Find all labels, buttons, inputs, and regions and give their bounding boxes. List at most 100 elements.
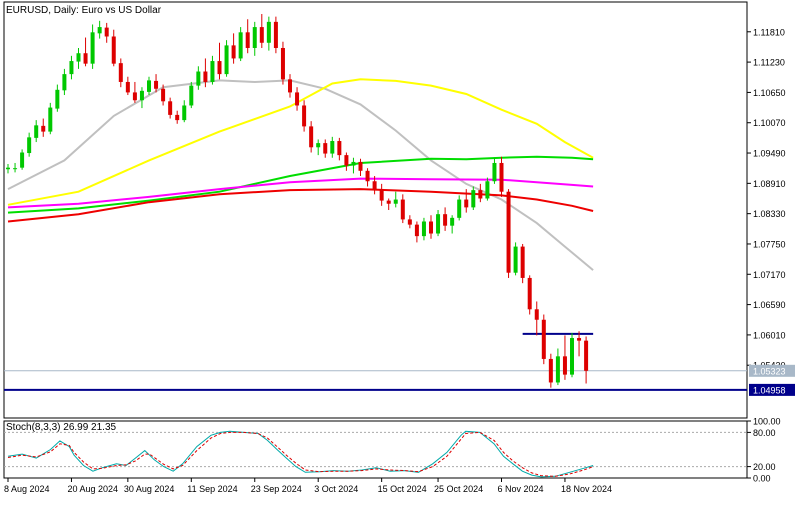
candle [386,198,391,210]
candle-body [132,92,137,101]
candle-body [20,152,25,168]
candle [280,41,285,85]
candle-body [372,181,377,190]
moving-average-line-5 [7,188,594,223]
candle-body [365,170,370,182]
candle-body [393,199,398,204]
candle [492,157,497,184]
candle-body [386,200,391,204]
candle-body [443,214,448,226]
candle-body [379,189,384,201]
candle [520,243,525,284]
candle [259,14,264,48]
candle-body [471,190,476,208]
candle-body [337,141,342,156]
candle-body [457,199,462,218]
candle-body [295,92,300,106]
stochastic-line-2 [7,431,594,477]
candle [238,27,243,62]
candle-body [436,214,441,234]
candle [189,81,194,109]
candle [266,16,271,51]
candle [344,152,349,171]
stochastic-tick-label: 0.00 [753,474,771,484]
candle [175,110,180,124]
candle-body [400,199,405,220]
candle [20,149,25,170]
candle [407,215,412,229]
candle [584,336,589,384]
candle [76,47,81,69]
date-tick-label: 20 Aug 2024 [67,484,118,494]
price-tick-label: 1.10070 [753,118,786,128]
candle [464,189,469,213]
candle [309,121,314,153]
candle [90,24,95,69]
candle-body [273,21,278,48]
candle [478,183,483,203]
candle-body [407,219,412,225]
candle [577,331,582,357]
candle-body [27,137,32,154]
price-tick-label: 1.07750 [753,239,786,249]
date-tick-label: 8 Aug 2024 [4,484,50,494]
candle-body [125,81,130,93]
candle-body [478,190,483,199]
date-tick-label: 6 Nov 2024 [498,484,544,494]
candle-body [245,32,250,48]
candle-body [421,221,426,237]
candle [330,136,335,158]
candle [471,186,476,210]
candle-body [147,80,151,92]
candle-body [266,21,271,43]
candle-body [280,47,285,80]
candle [245,19,250,54]
candle [13,162,18,173]
price-tick-label: 1.09490 [753,149,786,159]
candle [302,100,307,132]
price-label-box [749,364,795,377]
price-tick-label: 1.08910 [753,179,786,189]
candle [6,164,10,174]
candle [337,137,342,161]
candle [111,29,116,67]
stochastic-tick-label: 100.00 [753,417,781,427]
main-plot-frame [3,1,748,419]
candle-body [83,53,88,64]
price-tick-label: 1.11230 [753,58,785,68]
candle-body [492,162,497,182]
candle [400,194,405,224]
candle [295,87,300,111]
candle [421,217,426,241]
candle [372,176,377,195]
candle-body [196,71,201,86]
candle [83,37,88,67]
candle-body [351,161,356,166]
candle [203,58,208,88]
candle [351,157,356,174]
candle [513,242,518,276]
candle [182,100,187,123]
candle-body [534,309,539,320]
candle [499,156,504,197]
candle [224,40,229,77]
candle-body [414,224,419,237]
candle [132,81,137,103]
candle-body [154,80,159,89]
date-tick-label: 15 Oct 2024 [378,484,427,494]
candle-body [104,27,109,37]
candle-body [41,125,46,132]
moving-average-line-1 [7,79,594,271]
candle-body [139,90,144,101]
candle-body [577,338,582,341]
date-tick-label: 18 Nov 2024 [561,484,612,494]
candle-body [161,88,166,102]
candle [527,275,532,315]
candle [139,87,144,109]
stochastic-tick-label: 20.00 [753,462,776,472]
candle [541,314,546,365]
candle-body [6,167,10,170]
candle-body [55,89,60,109]
candle [570,332,574,378]
